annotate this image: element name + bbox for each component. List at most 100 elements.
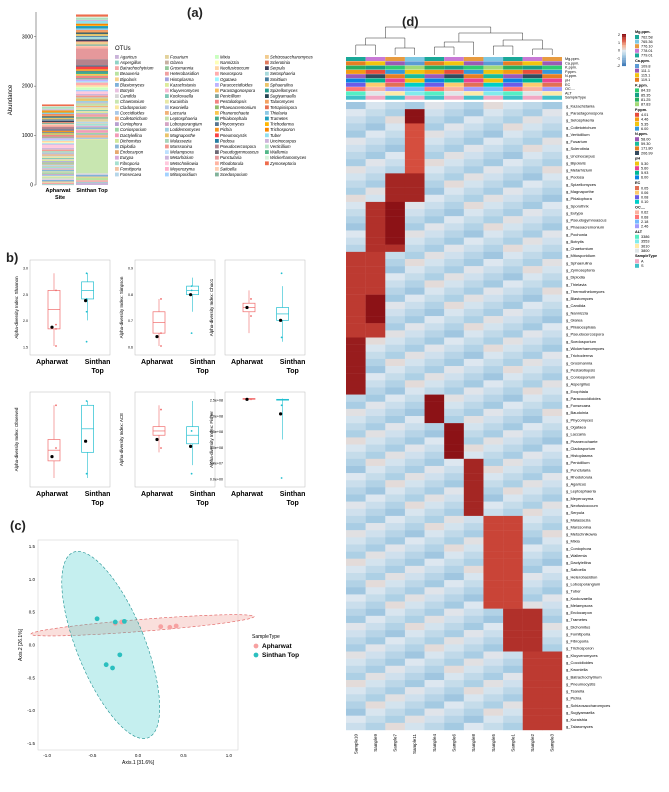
heatmap-cell bbox=[365, 558, 386, 567]
heatmap-cell bbox=[385, 501, 406, 509]
bar-segment bbox=[42, 107, 74, 110]
legend-swatch bbox=[635, 44, 639, 49]
heatmap-cell bbox=[503, 708, 523, 716]
heatmap-cell bbox=[463, 187, 484, 195]
heatmap-cell bbox=[522, 465, 543, 474]
mean-marker bbox=[155, 437, 159, 442]
heatmap-cell bbox=[346, 123, 366, 131]
heatmap-cell bbox=[385, 223, 406, 231]
heatmap-cell bbox=[346, 594, 366, 602]
heatmap-cell bbox=[444, 301, 465, 310]
heatmap-cell bbox=[503, 173, 523, 181]
heatmap-cell bbox=[385, 287, 406, 295]
bar-segment bbox=[42, 166, 74, 169]
heatmap-cell bbox=[385, 437, 406, 445]
annotation-cell bbox=[424, 74, 445, 79]
legend-label: Heterobasidion bbox=[170, 71, 200, 76]
bar-segment bbox=[42, 176, 74, 177]
annotation-cell bbox=[503, 82, 523, 87]
legend-swatch bbox=[635, 219, 639, 224]
heatmap-cell bbox=[424, 401, 445, 410]
data-point bbox=[160, 447, 162, 449]
genus-label: g_Chaetomium bbox=[566, 246, 594, 251]
heatmap-cell bbox=[424, 608, 445, 617]
heatmap-cell bbox=[483, 358, 504, 367]
heatmap-cell bbox=[346, 665, 366, 674]
bar-segment bbox=[42, 134, 74, 135]
heatmap-cell bbox=[346, 380, 366, 388]
heatmap-cell bbox=[385, 487, 406, 495]
heatmap-cell bbox=[463, 494, 484, 502]
heatmap-cell bbox=[444, 658, 465, 666]
heatmap-cell bbox=[346, 337, 366, 345]
legend-label: Phialocephala bbox=[220, 116, 248, 121]
heatmap-cell bbox=[346, 515, 366, 524]
bar-segment bbox=[42, 172, 74, 174]
heatmap-cell bbox=[503, 416, 523, 424]
heatmap-cell bbox=[385, 344, 406, 352]
legend-item-label: 0.06 bbox=[641, 191, 648, 195]
bar-segment bbox=[76, 103, 108, 106]
heatmap-cell bbox=[346, 102, 366, 110]
heatmap-cell bbox=[365, 537, 386, 545]
heatmap-cell bbox=[385, 537, 406, 545]
heatmap-cell bbox=[385, 658, 406, 666]
heatmap-cell bbox=[542, 587, 563, 595]
heatmap-cell bbox=[463, 622, 484, 631]
heatmap-cell bbox=[503, 573, 523, 581]
heatmap-cell bbox=[365, 637, 386, 645]
bar-segment bbox=[42, 169, 74, 172]
scale-step bbox=[622, 34, 626, 36]
sample-point bbox=[117, 652, 123, 658]
heatmap-cell bbox=[444, 116, 465, 124]
mean-marker bbox=[84, 299, 88, 303]
legend-swatch bbox=[635, 39, 639, 44]
legend-swatch bbox=[165, 116, 169, 121]
heatmap-cell bbox=[346, 251, 366, 260]
heatmap-cell bbox=[483, 687, 504, 695]
heatmap-cell bbox=[522, 159, 543, 167]
heatmap-cell bbox=[385, 187, 406, 195]
legend-swatch bbox=[265, 127, 269, 132]
genus-label: g_Blastomyces bbox=[566, 296, 593, 301]
heatmap-cell bbox=[404, 708, 425, 716]
heatmap-cell bbox=[463, 259, 484, 267]
heatmap-cell bbox=[483, 580, 504, 588]
legend-label: Fomitiporia bbox=[120, 166, 142, 171]
heatmap-cell bbox=[404, 694, 425, 702]
bar-segment bbox=[42, 121, 74, 123]
annotation-cell bbox=[463, 95, 484, 100]
genus-label: g_Trichoderma bbox=[566, 353, 594, 358]
genus-label: g_Trichosporon bbox=[566, 646, 594, 651]
heatmap-cell bbox=[542, 651, 563, 659]
heatmap-cell bbox=[404, 644, 425, 652]
heatmap-cell bbox=[346, 615, 366, 624]
genus-label: g_Dactylellina bbox=[566, 560, 592, 565]
heatmap-cell bbox=[483, 565, 504, 574]
heatmap-cell bbox=[522, 266, 543, 274]
legend-swatch bbox=[215, 116, 219, 121]
heatmap-cell bbox=[503, 480, 523, 488]
heatmap-cell bbox=[346, 373, 366, 381]
heatmap-cell bbox=[522, 109, 543, 117]
heatmap-cell bbox=[542, 694, 563, 702]
genus-label: g_Coniosporium bbox=[566, 375, 596, 380]
heatmap-cell bbox=[365, 451, 386, 460]
heatmap-cell bbox=[444, 109, 465, 117]
genus-label: g_Pneumocystis bbox=[566, 681, 595, 686]
heatmap-cell bbox=[424, 323, 445, 331]
y-tick-label: 0.9 bbox=[128, 267, 133, 271]
bar-segment bbox=[76, 46, 108, 49]
heatmap-cell bbox=[346, 387, 366, 395]
heatmap-cell bbox=[365, 587, 386, 595]
heatmap-cell bbox=[424, 394, 445, 402]
bar-segment bbox=[76, 39, 108, 42]
heatmap-cell bbox=[444, 102, 465, 110]
legend-swatch bbox=[165, 172, 169, 177]
legend-item-label: 3610 bbox=[641, 244, 649, 248]
heatmap-cell bbox=[542, 266, 563, 274]
heatmap-cell bbox=[385, 630, 406, 638]
heatmap-cell bbox=[503, 587, 523, 595]
heatmap-cell bbox=[444, 330, 465, 338]
heatmap-cell bbox=[522, 680, 543, 688]
